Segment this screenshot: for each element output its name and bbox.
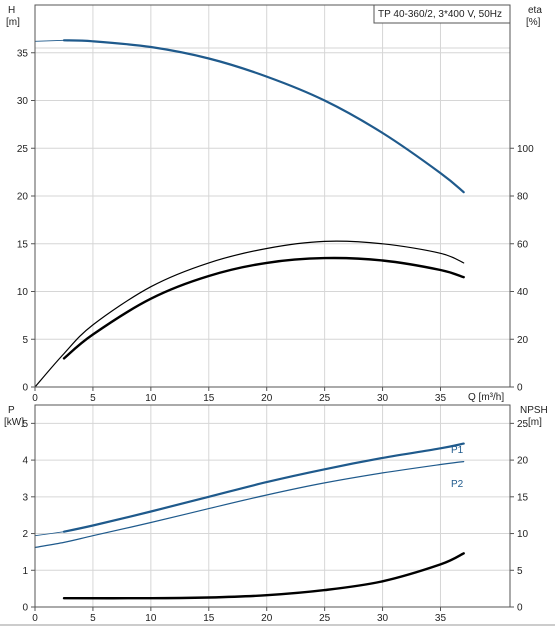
top-x-tick-label-10: 10 <box>145 393 157 404</box>
eta-axis-label: eta <box>528 5 542 16</box>
top-right-tick-label-0: 0 <box>517 383 523 394</box>
top-x-tick-label-0: 0 <box>32 393 38 404</box>
top-x-tick-label-15: 15 <box>203 393 215 404</box>
h-axis-unit: [m] <box>6 17 20 28</box>
bottom-x-tick-label-5: 5 <box>90 613 96 624</box>
p-axis-label: P <box>8 405 15 416</box>
top-x-tick-label-25: 25 <box>319 393 331 404</box>
bottom-left-tick-label-1: 1 <box>22 566 28 577</box>
top-series-0 <box>62 39 465 194</box>
npsh-axis-unit: [m] <box>528 417 542 428</box>
top-right-tick-label-60: 60 <box>517 239 529 250</box>
bottom-x-tick-label-10: 10 <box>145 613 157 624</box>
bottom-series-0-p1 <box>62 442 465 533</box>
top-x-tick-label-30: 30 <box>377 393 389 404</box>
top-left-tick-label-15: 15 <box>17 239 29 250</box>
eta-axis-unit: [%] <box>526 17 541 28</box>
p-axis-unit: [kW] <box>4 417 24 428</box>
series-label-p1: P1 <box>451 445 464 456</box>
bottom-series-3 <box>62 552 465 600</box>
top-left-tick-label-20: 20 <box>17 192 29 203</box>
top-left-tick-label-10: 10 <box>17 287 29 298</box>
top-panel-frame <box>34 4 511 388</box>
top-right-tick-label-20: 20 <box>517 335 529 346</box>
bottom-panel-grid <box>35 405 510 607</box>
bottom-series-2-p2 <box>34 461 465 549</box>
bottom-x-tick-label-15: 15 <box>203 613 215 624</box>
bottom-x-tick-label-25: 25 <box>319 613 331 624</box>
bottom-panel-frame <box>34 404 511 608</box>
bottom-left-tick-label-2: 2 <box>22 529 28 540</box>
bottom-panel-series <box>34 442 465 600</box>
top-panel-ticks: 0 5 10 15 20 25 30 35 0 5 10 15 20 25 30 35 0 20 40 60 80 100 <box>17 48 534 404</box>
top-left-tick-label-0: 0 <box>22 383 28 394</box>
bottom-x-tick-label-35: 35 <box>435 613 447 624</box>
bottom-series-1 <box>34 531 65 537</box>
bottom-left-tick-label-5: 5 <box>22 419 28 430</box>
top-right-tick-label-100: 100 <box>517 144 534 155</box>
title-text: TP 40-360/2, 3*400 V, 50Hz <box>378 9 502 20</box>
top-left-tick-label-30: 30 <box>17 96 29 107</box>
bottom-right-tick-label-5: 5 <box>517 566 523 577</box>
bottom-panel-ticks: 0 5 10 15 20 25 30 35 0 1 2 3 4 5 0 5 10 15 20 25 <box>22 419 528 624</box>
h-axis-label: H <box>8 5 15 16</box>
series-label-p2: P2 <box>451 479 464 490</box>
bottom-left-tick-label-0: 0 <box>22 603 28 614</box>
top-series-2 <box>34 240 465 388</box>
top-panel-series <box>34 39 465 388</box>
top-x-tick-label-35: 35 <box>435 393 447 404</box>
bottom-x-tick-label-20: 20 <box>261 613 273 624</box>
npsh-axis-label: NPSH <box>520 405 548 416</box>
top-series-3 <box>62 256 465 360</box>
title-box <box>373 4 511 24</box>
bottom-right-tick-label-0: 0 <box>517 603 523 614</box>
q-axis-label: Q [m³/h] <box>468 392 504 403</box>
top-x-tick-label-5: 5 <box>90 393 96 404</box>
top-left-tick-label-5: 5 <box>22 335 28 346</box>
top-x-tick-label-20: 20 <box>261 393 273 404</box>
bottom-right-tick-label-20: 20 <box>517 456 529 467</box>
top-series-1 <box>34 39 65 42</box>
bottom-left-tick-label-3: 3 <box>22 492 28 503</box>
top-right-tick-label-80: 80 <box>517 192 529 203</box>
bottom-right-tick-label-25: 25 <box>517 419 529 430</box>
top-left-tick-label-35: 35 <box>17 48 29 59</box>
bottom-x-tick-label-30: 30 <box>377 613 389 624</box>
top-left-tick-label-25: 25 <box>17 144 29 155</box>
bottom-left-tick-label-4: 4 <box>22 456 28 467</box>
top-right-tick-label-40: 40 <box>517 287 529 298</box>
top-panel-grid <box>35 5 510 387</box>
bottom-x-tick-label-0: 0 <box>32 613 38 624</box>
bottom-right-tick-label-15: 15 <box>517 492 529 503</box>
bottom-right-tick-label-10: 10 <box>517 529 529 540</box>
